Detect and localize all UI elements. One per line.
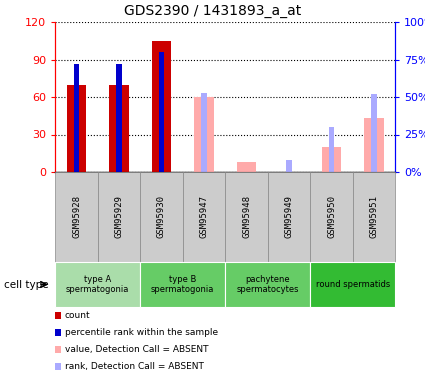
Bar — [364, 118, 383, 172]
Bar — [371, 94, 377, 172]
Bar — [237, 162, 256, 172]
Text: GSM95950: GSM95950 — [327, 195, 336, 238]
Text: cell type: cell type — [4, 279, 49, 290]
Text: GSM95928: GSM95928 — [72, 195, 81, 238]
Text: GSM95947: GSM95947 — [199, 195, 209, 238]
Bar — [74, 64, 79, 172]
Bar — [322, 147, 341, 172]
Text: GSM95929: GSM95929 — [114, 195, 124, 238]
Text: value, Detection Call = ABSENT: value, Detection Call = ABSENT — [65, 345, 208, 354]
Text: percentile rank within the sample: percentile rank within the sample — [65, 328, 218, 337]
Text: GSM95948: GSM95948 — [242, 195, 251, 238]
Text: GSM95951: GSM95951 — [369, 195, 379, 238]
Text: type B
spermatogonia: type B spermatogonia — [151, 275, 215, 294]
Bar — [116, 64, 122, 172]
Text: GDS2390 / 1431893_a_at: GDS2390 / 1431893_a_at — [124, 4, 301, 18]
Text: rank, Detection Call = ABSENT: rank, Detection Call = ABSENT — [65, 362, 204, 371]
Text: round spermatids: round spermatids — [316, 280, 390, 289]
Bar — [152, 41, 171, 172]
Bar — [109, 84, 128, 172]
Bar — [329, 127, 334, 172]
Bar — [194, 97, 213, 172]
Text: pachytene
spermatocytes: pachytene spermatocytes — [236, 275, 299, 294]
Text: count: count — [65, 311, 91, 320]
Bar — [159, 52, 164, 172]
Text: type A
spermatogonia: type A spermatogonia — [66, 275, 130, 294]
Bar — [67, 84, 86, 172]
Text: GSM95949: GSM95949 — [284, 195, 294, 238]
Bar — [201, 93, 207, 172]
Bar — [286, 160, 292, 172]
Text: GSM95930: GSM95930 — [157, 195, 166, 238]
